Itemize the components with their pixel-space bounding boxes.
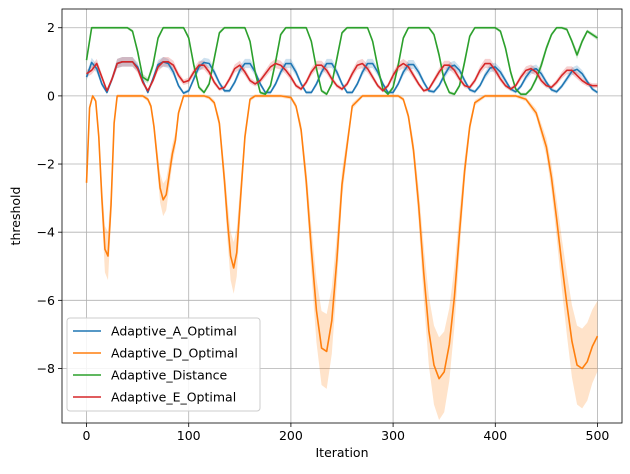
legend: Adaptive_A_Optimal Adaptive_D_Optimal Adap… xyxy=(66,317,261,412)
x-tick-label: 200 xyxy=(279,428,303,443)
x-tick-label: 100 xyxy=(177,428,201,443)
x-tick-label: 400 xyxy=(483,428,507,443)
legend-label: Adaptive_E_Optimal xyxy=(111,390,236,405)
confidence-bands xyxy=(86,26,598,420)
band-adaptive-e-optimal xyxy=(86,57,598,93)
y-tick-label: −2 xyxy=(37,157,55,172)
y-axis-label: threshold xyxy=(8,187,23,246)
series-line-adaptive-d-optimal xyxy=(85,95,599,380)
x-tick-label: 0 xyxy=(83,428,91,443)
legend-label: Adaptive_A_Optimal xyxy=(111,324,237,339)
plot-frame xyxy=(61,8,623,424)
y-tick-label: −4 xyxy=(37,225,55,240)
series-line-adaptive-e-optimal xyxy=(86,61,598,92)
y-tick-label: −8 xyxy=(37,361,55,376)
x-tick-label: 300 xyxy=(381,428,405,443)
y-tick-label: 2 xyxy=(47,20,55,35)
legend-label: Adaptive_Distance xyxy=(111,368,228,383)
series-lines xyxy=(85,26,599,380)
x-tick-label: 500 xyxy=(586,428,610,443)
y-tick-label: 0 xyxy=(47,88,55,103)
y-tick-label: −6 xyxy=(37,293,55,308)
legend-frame xyxy=(66,317,261,412)
series-line-adaptive-distance xyxy=(85,26,598,95)
axis-ticks: 0 100 200 300 400 500 −8 −6 −4 −2 0 2 xyxy=(37,20,610,443)
x-axis-label: Iteration xyxy=(315,445,368,460)
legend-label: Adaptive_D_Optimal xyxy=(111,346,238,361)
series-line-adaptive-a-optimal xyxy=(85,61,598,94)
